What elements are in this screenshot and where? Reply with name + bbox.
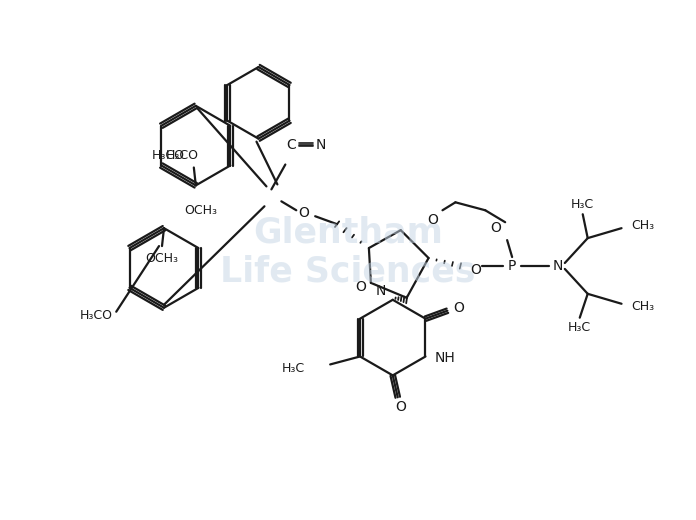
- Text: N: N: [376, 284, 386, 298]
- Text: H₃CO: H₃CO: [80, 309, 113, 322]
- Text: O: O: [453, 301, 464, 315]
- Text: O: O: [490, 221, 500, 235]
- Text: N: N: [553, 259, 563, 273]
- Text: H₃CO: H₃CO: [152, 149, 184, 162]
- Text: O: O: [356, 280, 366, 294]
- Text: C: C: [287, 138, 296, 152]
- Text: O: O: [298, 206, 309, 220]
- Text: OCH₃: OCH₃: [145, 252, 178, 265]
- Text: Glentham
Life Sciences: Glentham Life Sciences: [221, 215, 475, 289]
- Text: H₃C: H₃C: [282, 362, 306, 375]
- Text: CH₃: CH₃: [631, 219, 654, 232]
- Text: O: O: [395, 400, 406, 414]
- Text: N: N: [316, 138, 326, 152]
- Text: P: P: [508, 259, 516, 273]
- Text: CH₃: CH₃: [631, 300, 654, 313]
- Text: NH: NH: [435, 352, 456, 366]
- Text: OCH₃: OCH₃: [184, 204, 217, 217]
- Text: O: O: [427, 213, 438, 227]
- Text: O: O: [470, 263, 481, 277]
- Text: H₃CO: H₃CO: [166, 149, 198, 162]
- Text: H₃C: H₃C: [568, 321, 592, 334]
- Text: H₃C: H₃C: [571, 198, 594, 211]
